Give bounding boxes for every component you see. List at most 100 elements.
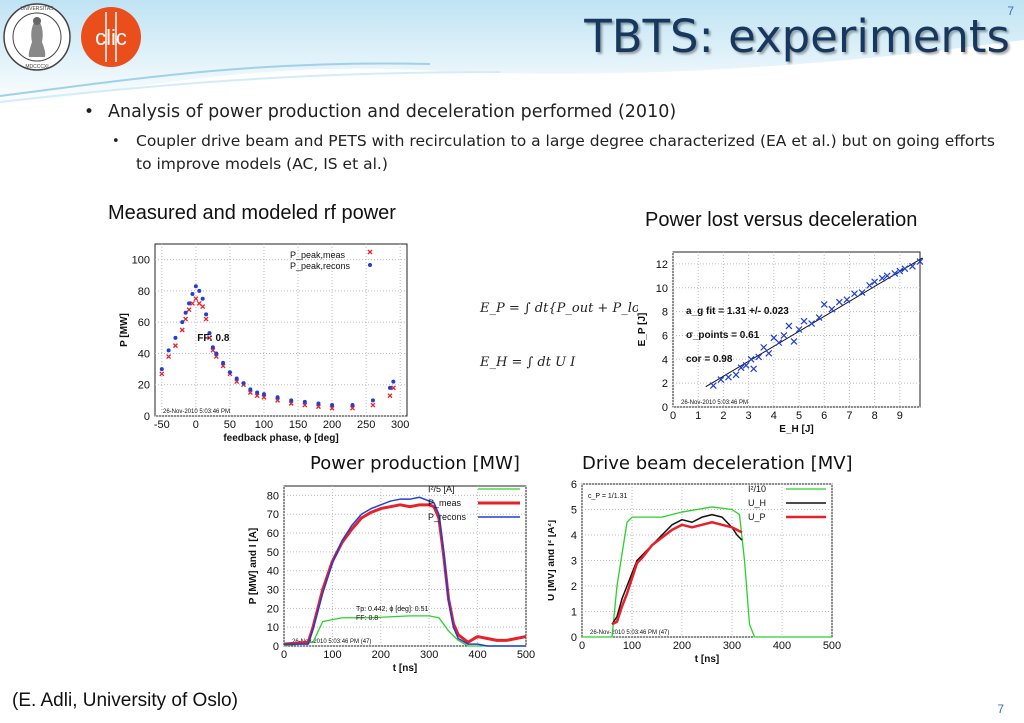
data-point: [765, 349, 773, 357]
data-point-recons: [173, 335, 178, 340]
data-point: [755, 353, 763, 361]
series-line: [284, 496, 526, 647]
data-point: [808, 320, 816, 327]
data-point: [828, 305, 836, 313]
svg-text:UNIVERSITAS: UNIVERSITAS: [21, 6, 55, 12]
chart-power-production: 0 100 200 300 400 500 0 10 20 30 40 50 60 70 80 t [ns] P…: [248, 484, 535, 674]
legend-marker-meas: [367, 249, 373, 255]
y-tick-label: 0: [662, 402, 668, 414]
x-tick-label: 3: [746, 410, 752, 422]
data-point-recons: [350, 403, 355, 408]
plot-frame: [283, 485, 527, 647]
legend-label: U_P: [748, 512, 766, 522]
data-point-meas: [288, 401, 294, 406]
x-tick-label: 5: [796, 410, 802, 422]
data-point-recons: [180, 320, 185, 325]
svg-text:clic: clic: [95, 25, 127, 50]
bullet-analysis: Analysis of power production and deceler…: [80, 100, 1000, 124]
x-tick-label: 4: [771, 410, 777, 422]
data-point: [815, 314, 823, 322]
data-point-meas: [302, 402, 308, 408]
data-point-meas: [189, 300, 195, 306]
data-point-recons: [221, 360, 226, 365]
x-tick-label: 9: [897, 410, 903, 422]
data-point-meas: [275, 397, 281, 403]
data-point-meas: [254, 393, 260, 399]
x-tick-label: 300: [391, 419, 409, 431]
x-tick-label: 300: [420, 649, 438, 661]
y-tick-label: 6: [571, 479, 577, 491]
y-axis-label: E_P [J]: [637, 313, 648, 347]
data-point-meas: [172, 343, 178, 349]
data-point-recons: [197, 288, 202, 293]
y-tick-label: 12: [656, 259, 668, 271]
y-tick-label: 6: [662, 330, 668, 342]
x-axis-label: t [ns]: [695, 654, 719, 665]
header-wave: [0, 0, 1024, 108]
x-tick-label: 100: [623, 640, 641, 652]
legend-label: P_meas: [428, 498, 462, 508]
data-point-recons: [261, 392, 266, 397]
data-point-recons: [234, 376, 239, 381]
data-point-recons: [166, 348, 171, 353]
x-axis-label: E_H [J]: [779, 424, 813, 435]
data-point: [851, 290, 858, 298]
data-point-recons: [391, 379, 396, 384]
fit-line: [705, 257, 923, 388]
x-tick-label: -50: [154, 419, 170, 431]
plot-frame: [154, 243, 408, 417]
data-point: [820, 301, 828, 308]
x-tick-label: 500: [823, 640, 841, 652]
x-tick-label: 500: [517, 649, 535, 661]
data-point: [891, 270, 899, 277]
legend-label: U_H: [748, 498, 766, 508]
data-point-meas: [183, 316, 189, 322]
data-point-meas: [220, 363, 226, 369]
annotation: a_g fit = 1.31 +/- 0.023: [686, 306, 789, 317]
data-point-meas: [166, 354, 172, 360]
annotation: σ_points = 0.61: [686, 330, 760, 341]
x-tick-label: 200: [673, 640, 691, 652]
y-tick-label: 4: [662, 354, 668, 366]
y-tick-label: 20: [267, 603, 279, 615]
data-point: [909, 262, 916, 270]
data-point: [780, 332, 788, 339]
data-point: [742, 361, 750, 369]
annotation-cp: c_P = 1/1.31: [588, 493, 627, 500]
y-tick-label: 50: [267, 547, 279, 559]
series-line: [283, 615, 526, 647]
data-point-meas: [390, 385, 396, 391]
y-tick-label: 0: [144, 411, 150, 423]
data-point-recons: [214, 351, 219, 356]
data-point: [709, 382, 717, 389]
y-axis-label: U [MV] and I² [A²]: [548, 520, 557, 601]
data-point-recons: [302, 399, 307, 404]
x-tick-label: 0: [579, 640, 585, 652]
y-tick-label: 0: [571, 632, 577, 644]
data-point-recons: [387, 385, 392, 390]
data-point-recons: [200, 296, 205, 301]
data-point-recons: [159, 367, 164, 372]
x-tick-label: 400: [773, 640, 791, 652]
x-tick-label: 50: [224, 419, 236, 431]
data-point-recons: [204, 312, 209, 317]
data-point-meas: [193, 296, 199, 302]
timestamp: 26-Nov-2010 5:03:46 PM: [681, 400, 748, 406]
x-tick-label: 8: [872, 410, 878, 422]
data-point-recons: [193, 284, 198, 289]
x-tick-label: 200: [323, 419, 341, 431]
equation-ep: E_P = ∫ dt{P_out + P_lost}: [479, 301, 638, 316]
y-tick-label: 2: [662, 378, 668, 390]
data-point-recons: [248, 387, 253, 392]
data-point: [878, 274, 886, 282]
y-tick-label: 30: [267, 585, 279, 597]
data-point-meas: [370, 402, 376, 408]
timestamp: 26-Nov-2010 5:03:46 PM (47): [590, 630, 669, 636]
data-point: [732, 371, 740, 379]
data-point-meas: [210, 347, 216, 353]
svg-text:MDCCCXI: MDCCCXI: [25, 64, 48, 70]
x-tick-label: 400: [468, 649, 486, 661]
data-point: [795, 326, 803, 333]
caption-power-lost: Power lost versus deceleration: [645, 209, 918, 231]
